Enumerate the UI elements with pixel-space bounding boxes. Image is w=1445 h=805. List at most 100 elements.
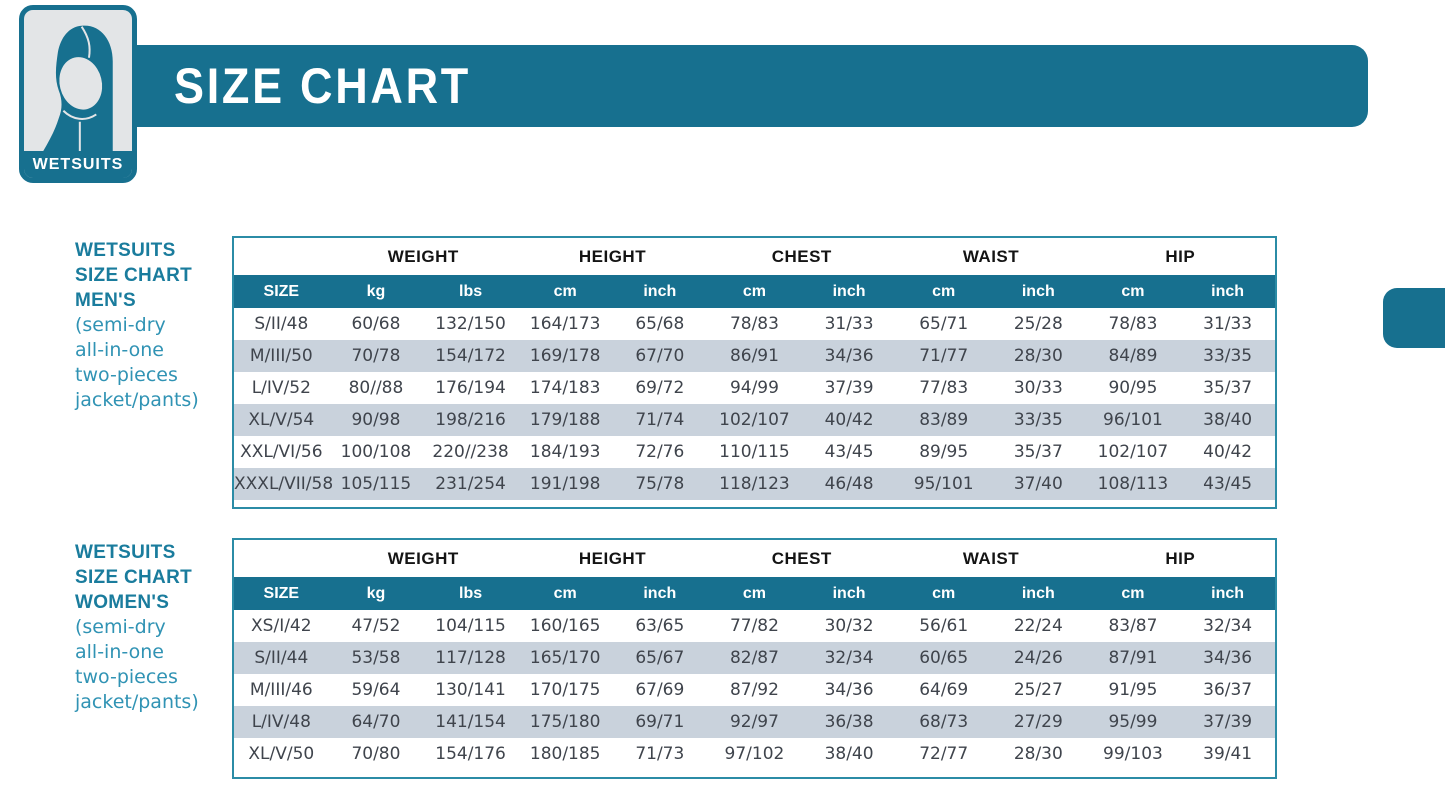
- value-cell: 99/103: [1103, 744, 1163, 764]
- column-header: cm: [707, 275, 802, 308]
- size-cell: M/III/50: [249, 346, 313, 366]
- size-cell: XXL/VI/56: [240, 442, 323, 462]
- table-row: L/IV/48 64/70 141/154 175/180 69/71 92/97 36/3…: [234, 706, 1275, 738]
- value-cell: 92/97: [729, 712, 779, 732]
- size-cell: L/IV/48: [251, 712, 311, 732]
- value-cell: 37/39: [824, 378, 874, 398]
- value-cell: 65/67: [635, 648, 685, 668]
- value-cell: 94/99: [729, 378, 779, 398]
- table-row: XL/V/54 90/98 198/216 179/188 71/74 102/107 40…: [234, 404, 1275, 436]
- value-cell: 53/58: [351, 648, 401, 668]
- column-header: SIZE: [234, 577, 329, 610]
- value-cell: 43/45: [824, 442, 874, 462]
- column-header: cm: [707, 577, 802, 610]
- column-header: lbs: [423, 275, 518, 308]
- value-cell: 154/176: [435, 744, 506, 764]
- table-row: XXL/VI/56 100/108 220//238 184/193 72/76 110/…: [234, 436, 1275, 468]
- value-cell: 82/87: [729, 648, 779, 668]
- size-cell: M/III/46: [249, 680, 313, 700]
- column-header: kg: [328, 577, 424, 610]
- column-header: inch: [1180, 275, 1275, 308]
- value-cell: 32/34: [1203, 616, 1253, 636]
- value-cell: 179/188: [529, 410, 601, 430]
- column-header: inch: [612, 275, 708, 308]
- value-cell: 33/35: [1203, 346, 1253, 366]
- column-header: cm: [517, 275, 613, 308]
- value-cell: 25/27: [1013, 680, 1063, 700]
- value-cell: 69/71: [635, 712, 685, 732]
- size-cell: XL/V/50: [248, 744, 315, 764]
- size-cell: XL/V/54: [248, 410, 315, 430]
- value-cell: 71/74: [635, 410, 685, 430]
- size-cell: S/II/44: [254, 648, 309, 668]
- value-cell: 64/70: [351, 712, 401, 732]
- group-header: HIP: [1085, 238, 1275, 275]
- section-subheading-line: two-pieces: [75, 666, 178, 688]
- value-cell: 64/69: [919, 680, 969, 700]
- table-row: S/II/48 60/68 132/150 164/173 65/68 78/83 31/3…: [234, 308, 1275, 340]
- column-header: inch: [991, 275, 1086, 308]
- value-cell: 102/107: [719, 410, 790, 430]
- column-header: inch: [991, 577, 1086, 610]
- value-cell: 75/78: [635, 474, 685, 494]
- column-header: lbs: [423, 577, 518, 610]
- section-heading-line: WETSUITS: [75, 542, 176, 563]
- column-header: inch: [1180, 577, 1275, 610]
- value-cell: 35/37: [1203, 378, 1253, 398]
- value-cell: 68/73: [919, 712, 969, 732]
- value-cell: 90/95: [1108, 378, 1158, 398]
- section-subheading-line: all-in-one: [75, 339, 164, 361]
- mens-section-label: WETSUITS SIZE CHART MEN'S (semi-dry all-…: [75, 238, 230, 413]
- value-cell: 39/41: [1203, 744, 1253, 764]
- section-heading-line: WOMEN'S: [75, 592, 170, 613]
- value-cell: 25/28: [1013, 314, 1063, 334]
- value-cell: 30/32: [824, 616, 874, 636]
- value-cell: 180/185: [529, 744, 601, 764]
- column-header: kg: [328, 275, 424, 308]
- page-title: SIZE CHART: [174, 58, 471, 114]
- value-cell: 30/33: [1013, 378, 1063, 398]
- mens-size-table: WEIGHT HEIGHT CHEST WAIST HIP SIZE kg lbs cm inch…: [232, 236, 1277, 509]
- value-cell: 86/91: [729, 346, 779, 366]
- value-cell: 90/98: [351, 410, 401, 430]
- value-cell: 24/26: [1013, 648, 1063, 668]
- value-cell: 141/154: [435, 712, 506, 732]
- value-cell: 32/34: [824, 648, 874, 668]
- size-cell: L/IV/52: [251, 378, 311, 398]
- value-cell: 70/78: [351, 346, 401, 366]
- section-heading-line: WETSUITS: [75, 240, 176, 261]
- value-cell: 27/29: [1013, 712, 1063, 732]
- value-cell: 78/83: [1108, 314, 1158, 334]
- value-cell: 38/40: [824, 744, 874, 764]
- value-cell: 36/38: [824, 712, 874, 732]
- value-cell: 220//238: [432, 442, 509, 462]
- value-cell: 84/89: [1108, 346, 1158, 366]
- value-cell: 43/45: [1203, 474, 1253, 494]
- value-cell: 110/115: [719, 442, 790, 462]
- value-cell: 80//88: [348, 378, 404, 398]
- group-header: WAIST: [896, 540, 1086, 577]
- value-cell: 71/73: [635, 744, 685, 764]
- value-cell: 22/24: [1013, 616, 1063, 636]
- value-cell: 132/150: [435, 314, 506, 334]
- value-cell: 95/101: [913, 474, 974, 494]
- value-cell: 69/72: [635, 378, 685, 398]
- value-cell: 104/115: [435, 616, 506, 636]
- section-subheading-line: jacket/pants): [75, 691, 199, 713]
- section-subheading-line: (semi-dry: [75, 314, 166, 336]
- value-cell: 117/128: [435, 648, 506, 668]
- value-cell: 60/68: [351, 314, 401, 334]
- value-cell: 34/36: [1203, 648, 1253, 668]
- size-cell: XXXL/VII/58: [234, 474, 334, 494]
- value-cell: 40/42: [1203, 442, 1253, 462]
- value-cell: 78/83: [729, 314, 779, 334]
- section-heading-line: MEN'S: [75, 290, 136, 311]
- value-cell: 83/87: [1108, 616, 1158, 636]
- wetsuits-logo: WETSUITS: [19, 5, 137, 183]
- wetsuit-hood-icon: [24, 10, 132, 151]
- value-cell: 184/193: [529, 442, 601, 462]
- size-cell: S/II/48: [254, 314, 309, 334]
- value-cell: 169/178: [529, 346, 601, 366]
- page-edge-tab[interactable]: [1383, 288, 1445, 348]
